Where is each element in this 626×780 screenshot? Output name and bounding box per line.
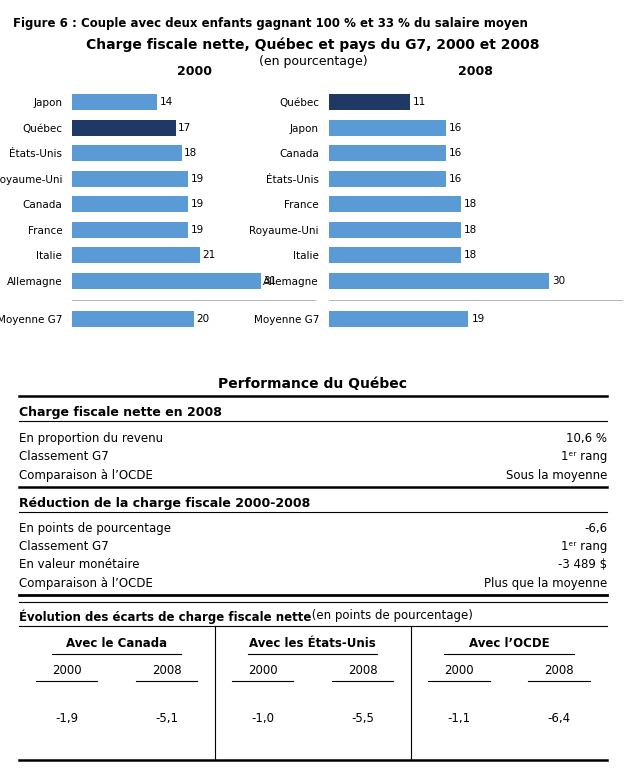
Text: -1,0: -1,0 <box>251 712 274 725</box>
Text: 2008: 2008 <box>348 665 377 678</box>
Text: 2000: 2000 <box>52 665 81 678</box>
Text: 11: 11 <box>413 98 426 108</box>
Bar <box>72 222 188 238</box>
Bar <box>329 222 461 238</box>
Text: Classement G7: Classement G7 <box>19 449 108 463</box>
Bar <box>329 247 461 263</box>
Bar <box>72 120 176 136</box>
Bar <box>329 197 461 212</box>
Text: Évolution des écarts de charge fiscale nette: Évolution des écarts de charge fiscale n… <box>19 609 311 623</box>
Text: Charge fiscale nette, Québec et pays du G7, 2000 et 2008: Charge fiscale nette, Québec et pays du … <box>86 37 540 52</box>
Text: Comparaison à l’OCDE: Comparaison à l’OCDE <box>19 577 153 590</box>
Bar <box>329 94 409 110</box>
Text: 19: 19 <box>190 225 203 235</box>
Text: 16: 16 <box>449 174 463 184</box>
Text: 31: 31 <box>264 275 277 285</box>
Text: 1ᵉʳ rang: 1ᵉʳ rang <box>561 540 607 553</box>
Text: Sous la moyenne: Sous la moyenne <box>506 469 607 481</box>
Text: 18: 18 <box>464 250 477 261</box>
Bar <box>72 197 188 212</box>
Text: Avec le Canada: Avec le Canada <box>66 637 167 651</box>
Text: 17: 17 <box>178 122 192 133</box>
Text: En proportion du revenu: En proportion du revenu <box>19 432 163 445</box>
Title: 2008: 2008 <box>458 65 493 78</box>
Text: Plus que la moyenne: Plus que la moyenne <box>484 577 607 590</box>
Text: 20: 20 <box>197 314 210 324</box>
Bar <box>72 145 182 161</box>
Text: 19: 19 <box>471 314 485 324</box>
Bar <box>72 94 158 110</box>
Text: -5,1: -5,1 <box>155 712 178 725</box>
Text: -5,5: -5,5 <box>351 712 374 725</box>
Text: 18: 18 <box>464 199 477 209</box>
Bar <box>329 120 446 136</box>
Text: Avec l’OCDE: Avec l’OCDE <box>469 637 549 651</box>
Text: 16: 16 <box>449 122 463 133</box>
Text: 16: 16 <box>449 148 463 158</box>
Text: (en pourcentage): (en pourcentage) <box>259 55 367 68</box>
Text: 21: 21 <box>203 250 216 261</box>
Bar <box>72 171 188 186</box>
Bar <box>72 247 200 263</box>
Text: 30: 30 <box>552 275 565 285</box>
Bar <box>329 273 550 289</box>
Text: 1ᵉʳ rang: 1ᵉʳ rang <box>561 449 607 463</box>
Text: 10,6 %: 10,6 % <box>567 432 607 445</box>
Bar <box>329 311 468 327</box>
Text: -1,9: -1,9 <box>55 712 78 725</box>
Text: -3 489 $: -3 489 $ <box>558 558 607 571</box>
Text: Avec les États-Unis: Avec les États-Unis <box>249 637 376 651</box>
Title: 2000: 2000 <box>177 65 212 78</box>
Text: Réduction de la charge fiscale 2000-2008: Réduction de la charge fiscale 2000-2008 <box>19 497 310 509</box>
Text: 2000: 2000 <box>444 665 474 678</box>
Text: (en points de pourcentage): (en points de pourcentage) <box>308 609 473 622</box>
Text: -6,4: -6,4 <box>547 712 570 725</box>
Text: 18: 18 <box>464 225 477 235</box>
Text: Performance du Québec: Performance du Québec <box>218 378 408 391</box>
Text: 2000: 2000 <box>248 665 277 678</box>
Text: 19: 19 <box>190 199 203 209</box>
Text: 2008: 2008 <box>152 665 182 678</box>
Text: 18: 18 <box>184 148 198 158</box>
Bar <box>329 145 446 161</box>
Text: 19: 19 <box>190 174 203 184</box>
Bar <box>72 273 261 289</box>
Bar <box>72 311 194 327</box>
Text: 14: 14 <box>160 98 173 108</box>
Text: -6,6: -6,6 <box>584 523 607 535</box>
Text: 2008: 2008 <box>544 665 574 678</box>
Text: En valeur monétaire: En valeur monétaire <box>19 558 139 571</box>
Text: Comparaison à l’OCDE: Comparaison à l’OCDE <box>19 469 153 481</box>
Text: Classement G7: Classement G7 <box>19 540 108 553</box>
Text: Charge fiscale nette en 2008: Charge fiscale nette en 2008 <box>19 406 222 419</box>
Text: Figure 6 : Couple avec deux enfants gagnant 100 % et 33 % du salaire moyen: Figure 6 : Couple avec deux enfants gagn… <box>13 17 527 30</box>
Text: -1,1: -1,1 <box>448 712 471 725</box>
Bar <box>329 171 446 186</box>
Text: En points de pourcentage: En points de pourcentage <box>19 523 171 535</box>
